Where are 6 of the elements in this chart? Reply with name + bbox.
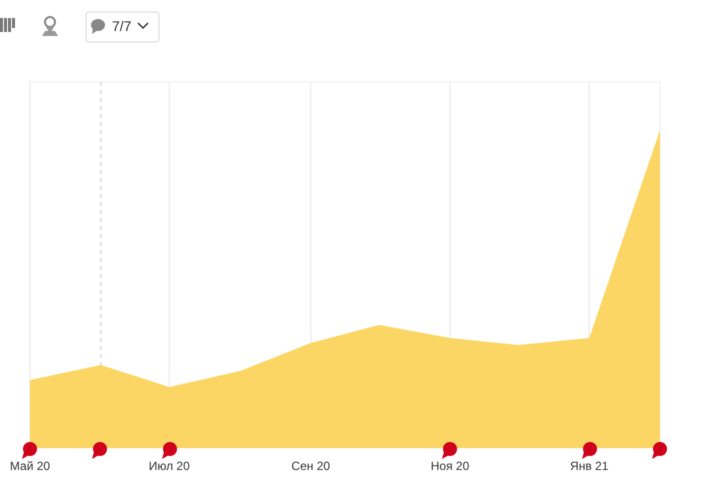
x-tick-label: Сен 20	[291, 459, 330, 473]
x-tick-label: Ноя 20	[430, 459, 470, 473]
x-tick-label: Янв 21	[570, 459, 609, 473]
text: 7/7	[112, 18, 132, 34]
x-tick-label: Июл 20	[148, 459, 190, 473]
x-tick-label: Май 20	[10, 459, 50, 473]
